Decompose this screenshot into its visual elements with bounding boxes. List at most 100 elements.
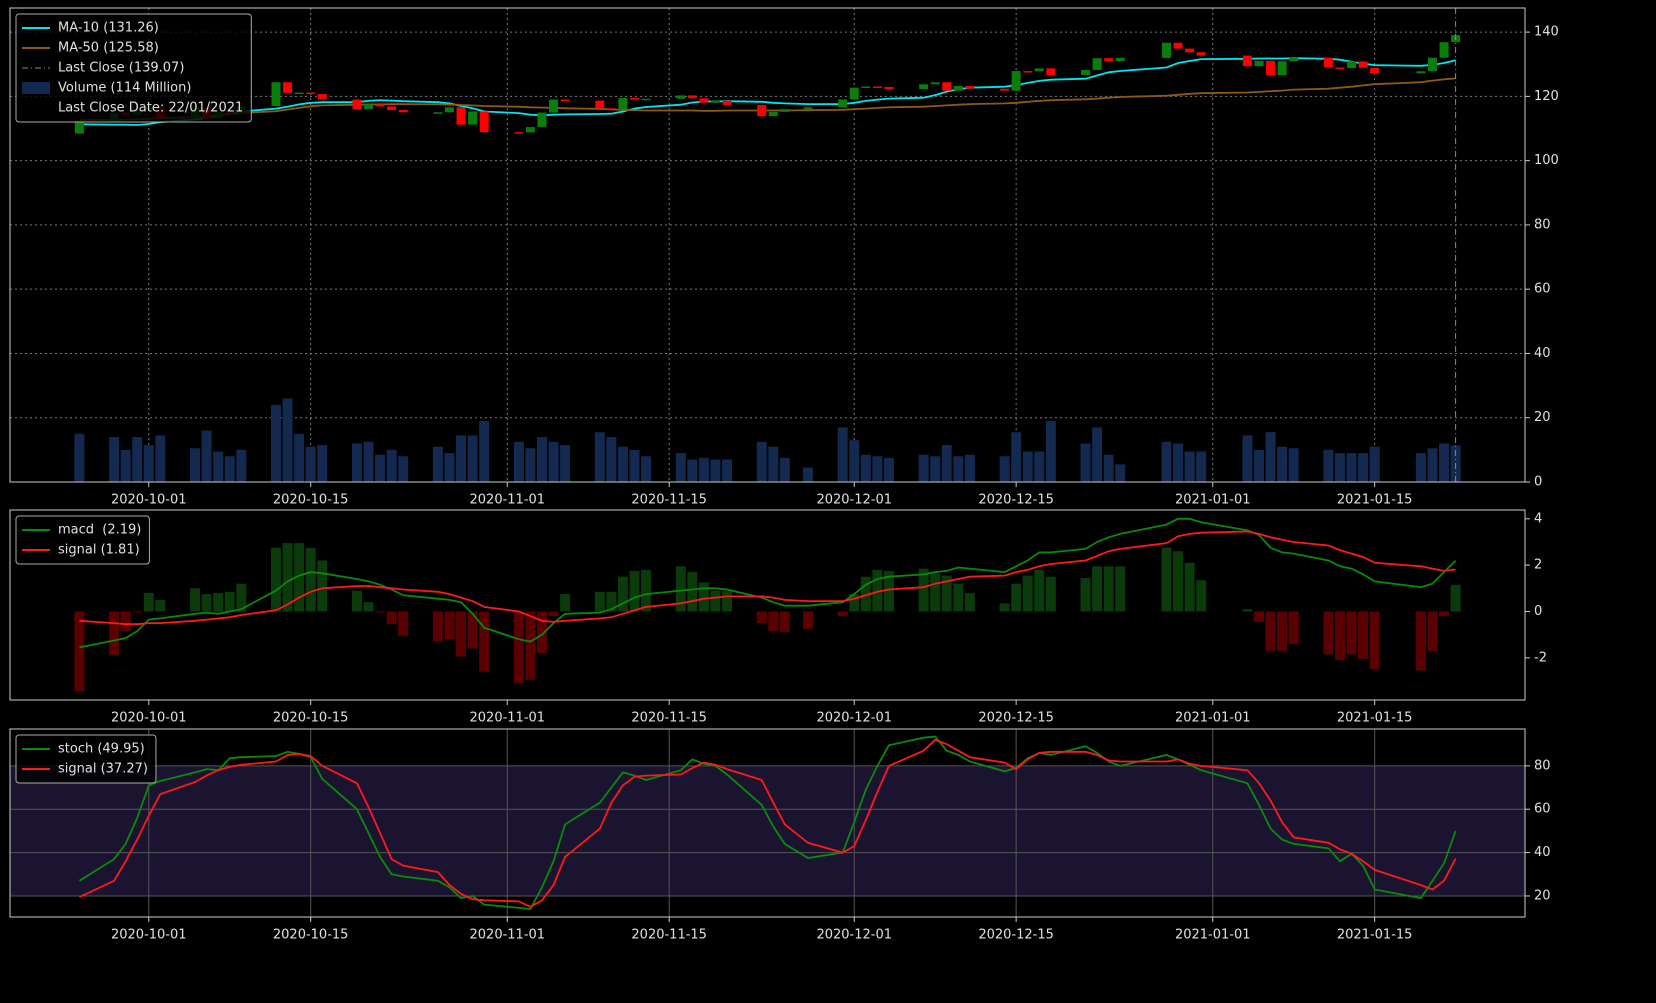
histogram-bar [606,591,617,612]
candle-body [317,94,327,100]
volume-bar [953,456,964,482]
volume-bar [1161,441,1172,482]
legend-box [15,734,157,784]
volume-bar [1369,446,1380,482]
x-tick-label: 2020-12-15 [978,711,1054,726]
candle-body [479,111,489,133]
histogram-bar [467,611,478,649]
legend-label: Volume (114 Million) [58,81,191,96]
candle-body [618,98,628,110]
volume-bar [1092,427,1103,482]
line [79,530,1456,626]
x-tick-label: 2020-12-01 [816,493,892,508]
volume-bar [201,430,212,482]
legend-label: signal (1.81) [58,543,140,558]
x-tick-label: 2020-11-01 [470,493,546,508]
volume-bar [1254,449,1265,482]
volume-bar [456,435,467,482]
plot-frame [9,509,1526,701]
volume-bar [779,457,790,482]
volume-bar [282,398,293,482]
histogram-bar [1439,611,1450,617]
legend-box [15,515,150,565]
volume-bar [930,456,941,482]
candle-body [525,127,535,133]
histogram-bar [1323,611,1334,655]
y-tick-label: 20 [1534,888,1551,903]
histogram-bar [74,611,85,692]
x-tick-label: 2020-10-15 [273,711,349,726]
candle-body [352,99,362,110]
histogram-bar [710,590,721,612]
candle-body [872,86,882,88]
histogram-bar [698,582,709,612]
histogram-bar [1254,611,1265,622]
legend-label: MA-50 (125.58) [58,41,159,56]
candle-body [433,112,443,114]
candle-body [398,110,408,113]
candle-body [1081,69,1091,75]
candle-body [537,112,547,128]
candle-body [1289,57,1299,62]
volume-bar [1011,432,1022,482]
volume-bar [317,445,328,482]
histogram-bar [1358,611,1369,659]
candle-body [953,85,963,91]
candle-body [919,84,929,90]
volume-bar [270,404,281,482]
histogram-bar [363,602,374,612]
volume-bar [687,459,698,482]
volume-bar [1173,443,1184,482]
volume-bar [525,448,536,482]
y-tick-label: 0 [1534,475,1542,490]
histogram-bar [594,591,605,612]
candle-body [1023,71,1033,73]
candle-body [595,100,605,109]
histogram-bar [872,569,883,612]
volume-bar [213,451,224,482]
candle-body [1161,42,1171,58]
x-tick-label: 2021-01-15 [1337,493,1413,508]
volume-bar [918,454,929,482]
candle-body [1370,67,1380,74]
volume-bar [1115,464,1126,482]
x-tick-label: 2020-11-15 [631,493,707,508]
y-tick-label: 120 [1534,89,1559,104]
candle-body [884,86,894,90]
y-tick-label: 80 [1534,217,1551,232]
candle-body [687,95,697,99]
x-tick-label: 2020-12-15 [978,493,1054,508]
volume-bar [1080,443,1091,482]
volume-bar [513,441,524,482]
candle-body [1242,55,1252,67]
volume-bar [109,437,120,482]
histogram-bar [999,603,1010,612]
candle-body [560,99,570,101]
volume-bar [1045,420,1056,482]
histogram-bar [201,594,212,612]
histogram-bar [305,547,316,612]
volume-bar [883,457,894,482]
volume-bar [1184,451,1195,482]
candle-body [306,92,316,95]
histogram-bar [722,590,733,612]
candle-body [1427,57,1437,72]
histogram-bar [282,543,293,612]
candle-body [965,85,975,89]
histogram-bar [1196,580,1207,612]
histogram-bar [270,547,281,612]
candle-body [722,100,732,105]
volume-bar [768,446,779,482]
histogram-bar [548,611,559,617]
candle-body [468,111,478,125]
y-tick-label: 4 [1534,511,1542,526]
legend-label: stoch (49.95) [58,742,145,757]
histogram-bar [398,611,409,636]
histogram-bar [930,573,941,612]
candle-body [1266,60,1276,76]
histogram-bar [1288,611,1299,644]
volume-bar [860,454,871,482]
histogram-bar [837,611,848,617]
candle-body [1034,68,1044,72]
histogram-bar [883,570,894,612]
